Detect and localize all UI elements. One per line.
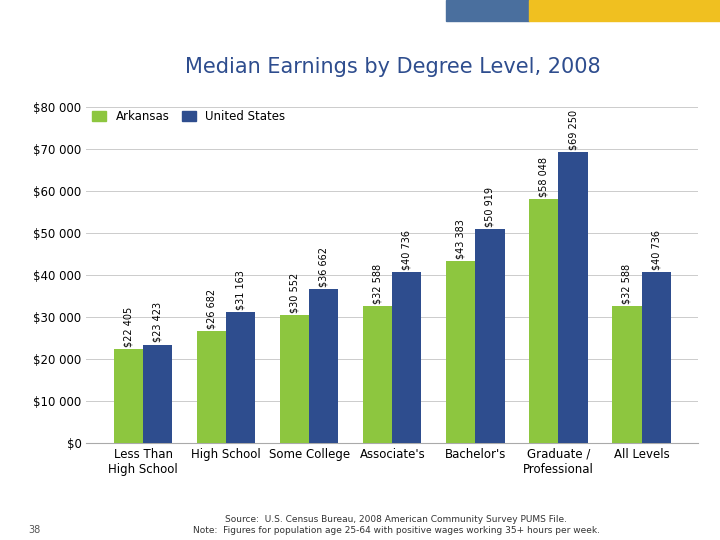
Bar [613,306,642,443]
Bar [226,312,256,443]
Text: $40 736: $40 736 [402,230,412,270]
Bar [475,230,505,443]
Bar [446,261,475,443]
Text: $32 588: $32 588 [622,264,632,304]
Bar [642,272,670,443]
Bar [310,289,338,443]
Text: $32 588: $32 588 [373,264,383,304]
Text: $58 048: $58 048 [539,157,549,197]
Text: $31 163: $31 163 [236,270,246,310]
Text: $43 383: $43 383 [456,219,466,259]
Text: $69 250: $69 250 [568,110,578,150]
Bar [114,349,143,443]
Text: $26 682: $26 682 [207,289,217,329]
Title: Median Earnings by Degree Level, 2008: Median Earnings by Degree Level, 2008 [184,57,600,77]
Text: $36 662: $36 662 [319,247,329,287]
Bar [364,306,392,443]
Bar [559,152,588,443]
Bar [280,315,310,443]
Text: 38: 38 [29,524,41,535]
Bar [143,345,172,443]
Text: $22 405: $22 405 [124,307,134,347]
Legend: Arkansas, United States: Arkansas, United States [92,110,285,123]
Bar [529,199,559,443]
Text: $23 423: $23 423 [153,302,163,342]
Text: $30 552: $30 552 [290,272,300,313]
Text: Source:  U.S. Census Bureau, 2008 American Community Survey PUMS File.
Note:  Fi: Source: U.S. Census Bureau, 2008 America… [192,515,600,535]
Text: $50 919: $50 919 [485,187,495,227]
Bar [392,272,421,443]
Text: $40 736: $40 736 [651,230,661,270]
Bar [197,331,226,443]
